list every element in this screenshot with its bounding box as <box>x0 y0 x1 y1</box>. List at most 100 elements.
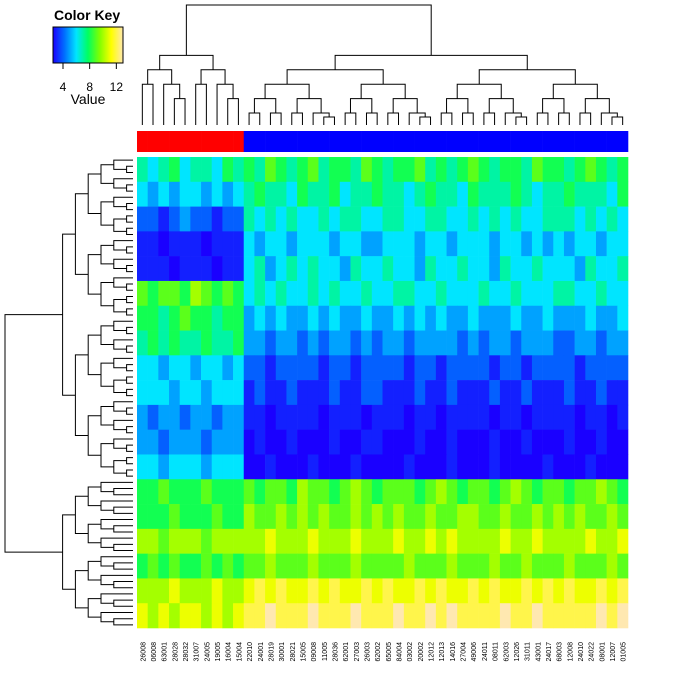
heatmap-cell <box>201 330 213 356</box>
heatmap-cell <box>457 256 469 282</box>
heatmap-cell <box>137 504 148 530</box>
column-side-color <box>521 131 533 152</box>
heatmap-cell <box>147 404 159 430</box>
heatmap-cell <box>425 528 437 554</box>
heatmap-cell <box>521 528 533 554</box>
heatmap-cell <box>478 256 490 282</box>
heatmap-cell <box>371 157 383 183</box>
heatmap-cell <box>339 280 351 307</box>
heatmap-cell <box>233 528 245 554</box>
heatmap-cell <box>574 280 586 307</box>
heatmap-cell <box>350 256 362 282</box>
heatmap-cell <box>318 231 330 257</box>
heatmap-cell <box>254 256 266 282</box>
heatmap-cell <box>179 256 191 282</box>
column-side-color <box>350 131 362 152</box>
heatmap-cell <box>478 429 490 455</box>
heatmap-cell <box>265 355 277 381</box>
heatmap-cell <box>531 528 543 554</box>
heatmap-cell <box>499 206 511 232</box>
heatmap-cell <box>211 528 223 554</box>
heatmap-cell <box>521 157 533 183</box>
heatmap-cell <box>201 603 213 629</box>
heatmap-cell <box>147 528 159 554</box>
heatmap-cell <box>382 553 394 579</box>
column-dendrogram-link <box>488 98 514 113</box>
heatmap-cell <box>243 231 255 257</box>
row-dendrogram-link <box>100 325 114 345</box>
heatmap-cell <box>585 157 597 183</box>
heatmap-cell <box>286 504 298 530</box>
heatmap-cell <box>169 206 180 232</box>
heatmap-cell <box>382 181 394 207</box>
heatmap-cell <box>531 206 543 232</box>
heatmap-cell <box>286 603 298 629</box>
column-dendrogram-link <box>419 116 432 125</box>
heatmap-cell <box>222 231 234 257</box>
heatmap-cell <box>382 479 394 505</box>
column-dendrogram-link <box>584 98 610 113</box>
heatmap-cell <box>233 305 245 331</box>
heatmap-cell <box>542 280 554 307</box>
column-label: 20002 <box>418 642 425 662</box>
heatmap-cell <box>414 231 426 257</box>
column-label: 62001 <box>343 642 350 662</box>
row-dendrogram-link <box>87 598 101 618</box>
heatmap-cell <box>339 355 351 381</box>
heatmap-cell <box>457 206 469 232</box>
heatmap-cell <box>446 181 458 207</box>
heatmap-cell <box>617 355 629 381</box>
heatmap-cell <box>489 504 501 530</box>
heatmap-cell <box>329 256 341 282</box>
heatmap-cell <box>350 181 362 207</box>
heatmap-cell <box>403 454 415 480</box>
heatmap-cell <box>243 404 255 430</box>
heatmap-cell <box>542 181 554 207</box>
heatmap-cell <box>361 280 373 307</box>
heatmap-cell <box>521 231 533 257</box>
heatmap-cell <box>275 429 287 455</box>
heatmap-cell <box>403 280 415 307</box>
heatmap-cell <box>201 454 213 480</box>
heatmap-cell <box>435 330 447 356</box>
heatmap-cell <box>403 479 415 505</box>
heatmap-cell <box>403 603 415 629</box>
column-side-color <box>329 131 341 152</box>
heatmap-cell <box>137 305 148 331</box>
row-dendrogram-link <box>113 277 133 288</box>
heatmap-cell <box>233 206 245 232</box>
column-label: 68003 <box>557 642 564 662</box>
heatmap-cell <box>265 603 277 629</box>
column-dendrogram-link <box>286 69 384 85</box>
heatmap-cell <box>201 206 213 232</box>
heatmap-cell <box>371 280 383 307</box>
column-label: 43001 <box>535 642 542 662</box>
row-dendrogram-link <box>100 519 133 530</box>
heatmap-cell <box>318 355 330 381</box>
heatmap-cell <box>521 206 533 232</box>
heatmap-cell <box>254 280 266 307</box>
heatmap-cell <box>243 330 255 356</box>
row-dendrogram-link <box>113 258 133 270</box>
heatmap-cell <box>435 504 447 530</box>
column-side-color <box>361 131 373 152</box>
heatmap-cell <box>137 479 148 505</box>
heatmap-cell <box>329 404 341 430</box>
heatmap-cell <box>574 181 586 207</box>
heatmap-cell <box>467 181 479 207</box>
heatmap-cell <box>574 429 586 455</box>
heatmap-cell <box>243 454 255 480</box>
heatmap-cell <box>201 553 213 579</box>
row-dendrogram-link <box>87 523 101 544</box>
heatmap-cell <box>371 256 383 282</box>
heatmap-cell <box>563 181 575 207</box>
heatmap-cell <box>297 479 309 505</box>
heatmap-cell <box>265 231 277 257</box>
heatmap-cell <box>265 528 277 554</box>
heatmap-cell <box>425 280 437 307</box>
heatmap-cell <box>371 504 383 530</box>
heatmap-cell <box>553 479 565 505</box>
heatmap-cell <box>286 305 298 331</box>
heatmap-cell <box>542 504 554 530</box>
heatmap-cell <box>339 578 351 604</box>
